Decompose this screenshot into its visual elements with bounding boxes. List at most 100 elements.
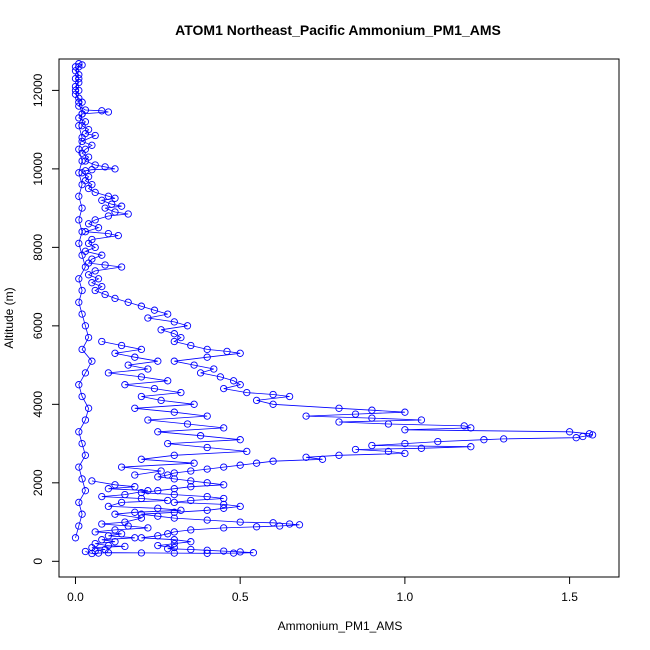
data-series	[71, 60, 597, 558]
data-point	[111, 481, 119, 489]
data-point	[187, 341, 195, 350]
y-tick-label: 6000	[31, 312, 45, 339]
data-point	[117, 202, 126, 210]
data-point	[78, 133, 86, 142]
data-point	[121, 490, 129, 499]
data-point	[78, 475, 86, 483]
data-point	[203, 546, 211, 554]
data-point	[243, 447, 251, 456]
data-point	[417, 416, 426, 424]
data-point	[98, 520, 106, 528]
data-point	[249, 549, 258, 557]
data-point	[368, 441, 376, 450]
data-point	[190, 459, 198, 467]
data-point	[78, 110, 86, 118]
data-point	[104, 485, 113, 493]
data-point	[84, 239, 93, 248]
series-1	[71, 60, 597, 558]
data-point	[75, 428, 83, 436]
data-point	[154, 428, 162, 436]
data-point	[131, 483, 139, 491]
data-point	[236, 381, 244, 389]
data-point	[98, 536, 106, 544]
data-point	[111, 165, 119, 173]
data-point	[124, 298, 132, 306]
data-point	[177, 388, 185, 397]
data-point	[81, 451, 90, 459]
data-point	[187, 467, 195, 475]
data-point	[203, 506, 211, 514]
data-point	[121, 542, 129, 551]
data-point	[460, 422, 468, 430]
data-point	[401, 449, 409, 458]
data-point	[157, 326, 165, 334]
x-axis: 0.0 0.5 1.0 1.5	[67, 576, 578, 604]
data-point	[111, 208, 119, 216]
y-tick-label: 8000	[31, 234, 45, 261]
data-point	[75, 122, 83, 130]
data-point	[572, 434, 580, 442]
data-point	[223, 347, 231, 356]
data-point	[285, 520, 294, 528]
data-point	[170, 337, 178, 346]
data-point	[164, 530, 172, 538]
data-point	[384, 420, 393, 428]
data-point	[335, 418, 343, 426]
chart-title: ATOM1 Northeast_Pacific Ammonium_PM1_AMS	[175, 22, 501, 38]
data-point	[78, 180, 86, 189]
data-point	[220, 524, 228, 532]
data-point	[91, 267, 99, 275]
data-point	[98, 196, 106, 204]
data-point	[236, 502, 244, 511]
data-point	[137, 494, 146, 503]
data-point	[71, 63, 80, 71]
y-axis: 0 2000 4000 6000 8000 10000 12000	[31, 73, 60, 565]
y-tick-label: 12000	[31, 73, 45, 107]
data-point	[75, 169, 83, 177]
data-point	[285, 392, 294, 401]
data-point	[269, 519, 277, 527]
data-point	[81, 322, 90, 330]
data-point	[111, 526, 119, 534]
data-point	[351, 445, 360, 454]
data-point	[203, 353, 211, 361]
data-point	[131, 534, 139, 542]
y-axis-label: Altitude (m)	[2, 287, 16, 348]
data-point	[75, 298, 83, 306]
data-point	[203, 492, 211, 501]
data-point	[220, 494, 228, 503]
data-point	[190, 400, 198, 408]
data-point	[220, 504, 228, 512]
data-point	[196, 432, 205, 440]
data-point	[81, 263, 90, 271]
data-point	[164, 377, 172, 385]
series-2	[71, 63, 96, 542]
data-point	[91, 188, 99, 197]
data-point	[84, 220, 93, 228]
data-point	[114, 231, 122, 240]
data-point	[137, 455, 146, 463]
data-point	[91, 131, 99, 140]
data-point	[137, 392, 146, 401]
data-point	[220, 547, 228, 555]
data-point	[170, 318, 178, 326]
data-point	[170, 469, 178, 477]
data-point	[236, 436, 244, 444]
data-point	[170, 528, 178, 536]
data-point	[121, 381, 129, 389]
data-point	[252, 523, 261, 531]
data-point	[101, 261, 109, 269]
data-point	[243, 388, 251, 397]
data-point	[144, 416, 152, 424]
data-point	[236, 349, 244, 357]
data-point	[190, 361, 198, 369]
data-point	[335, 404, 343, 412]
data-point	[236, 518, 244, 526]
data-point	[75, 145, 83, 153]
data-point	[302, 453, 310, 461]
data-point	[177, 333, 185, 342]
data-point	[276, 522, 284, 530]
data-point	[131, 508, 139, 516]
y-tick-label: 2000	[31, 469, 45, 496]
